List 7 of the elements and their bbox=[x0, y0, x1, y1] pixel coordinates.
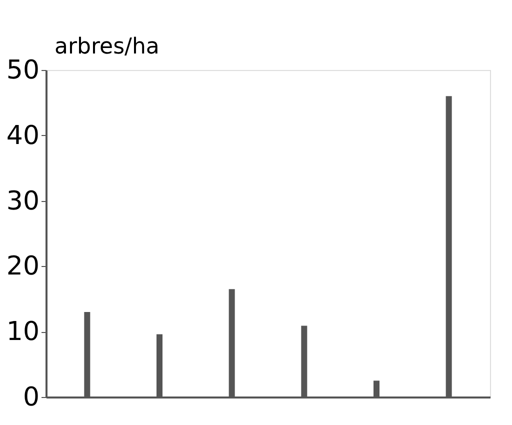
y-tick-label: 20 bbox=[6, 252, 40, 282]
y-tick-label: 10 bbox=[6, 317, 40, 348]
y-tick-label: 50 bbox=[6, 56, 40, 86]
y-tick-label: 40 bbox=[6, 120, 40, 151]
y-tick-label: 30 bbox=[6, 186, 40, 216]
y-axis-title: arbres/ha bbox=[54, 34, 160, 60]
y-tick-label: 0 bbox=[22, 382, 40, 412]
